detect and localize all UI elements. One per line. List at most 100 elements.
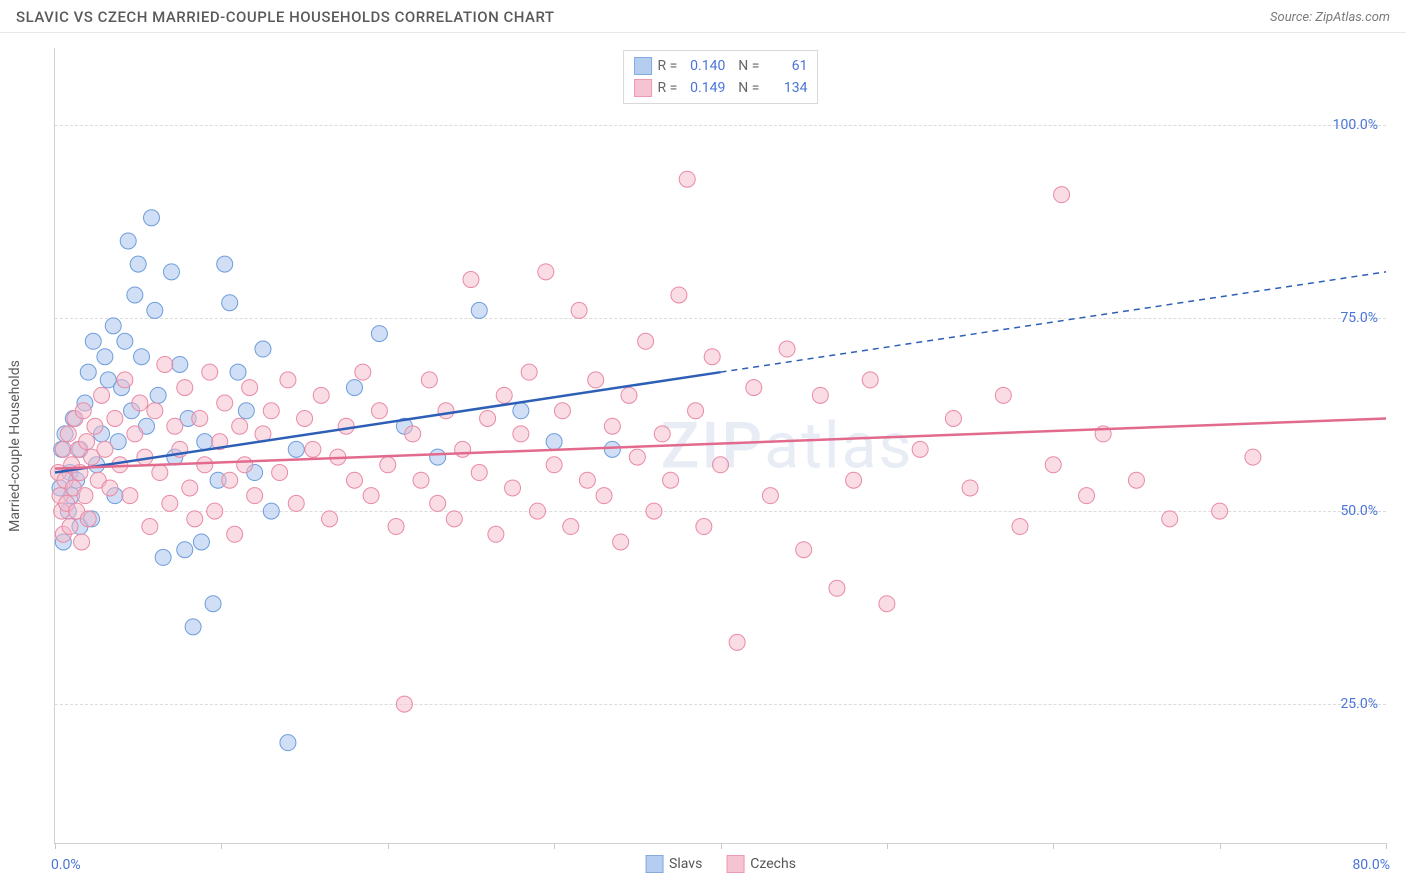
chart-title: SLAVIC VS CZECH MARRIED-COUPLE HOUSEHOLD… [16, 8, 555, 26]
data-point [488, 526, 504, 542]
slavs-swatch [634, 57, 652, 75]
data-point [1212, 503, 1228, 519]
data-point [546, 434, 562, 450]
data-point [945, 410, 961, 426]
data-point [1045, 457, 1061, 473]
data-point [396, 696, 412, 712]
data-point [297, 410, 313, 426]
data-point [79, 434, 95, 450]
data-point [122, 488, 138, 504]
slavs-r-value: 0.140 [683, 55, 725, 77]
data-point [629, 449, 645, 465]
data-point [97, 349, 113, 365]
chart-container: Married-couple Households 25.0%50.0%75.0… [0, 36, 1406, 892]
data-point [363, 488, 379, 504]
legend-item-czechs: Czechs [726, 855, 796, 873]
source-attribution: Source: ZipAtlas.com [1270, 10, 1390, 25]
data-point [346, 380, 362, 396]
data-point [117, 372, 133, 388]
data-point [177, 542, 193, 558]
data-point [172, 356, 188, 372]
data-point [80, 511, 96, 527]
data-point [163, 264, 179, 280]
data-point [102, 480, 118, 496]
data-point [513, 403, 529, 419]
data-point [1245, 449, 1261, 465]
r-label: R = [658, 55, 678, 77]
data-point [879, 596, 895, 612]
data-point [638, 333, 654, 349]
data-point [62, 519, 78, 535]
data-point [455, 441, 471, 457]
data-point [496, 387, 512, 403]
data-point [132, 395, 148, 411]
data-point [193, 534, 209, 550]
data-point [152, 465, 168, 481]
data-point [579, 472, 595, 488]
data-point [182, 480, 198, 496]
series-legend: Slavs Czechs [645, 855, 796, 873]
data-point [205, 596, 221, 612]
data-point [232, 418, 248, 434]
data-point [962, 480, 978, 496]
data-point [380, 457, 396, 473]
data-point [77, 488, 93, 504]
data-point [237, 457, 253, 473]
data-point [762, 488, 778, 504]
data-point [430, 495, 446, 511]
czechs-n-value: 134 [765, 77, 807, 99]
legend-row-slavs: R = 0.140 N = 61 [634, 55, 808, 77]
data-point [679, 171, 695, 187]
czechs-swatch [634, 79, 652, 97]
slavs-n-value: 61 [765, 55, 807, 77]
data-point [255, 341, 271, 357]
data-point [729, 634, 745, 650]
data-point [217, 256, 233, 272]
slavs-swatch-icon [645, 855, 663, 873]
data-point [1079, 488, 1095, 504]
data-point [355, 364, 371, 380]
data-point [142, 519, 158, 535]
data-point [313, 387, 329, 403]
data-point [995, 387, 1011, 403]
data-point [238, 403, 254, 419]
data-point [521, 364, 537, 380]
data-point [388, 519, 404, 535]
data-point [571, 302, 587, 318]
data-point [74, 534, 90, 550]
data-point [222, 472, 238, 488]
legend-item-slavs: Slavs [645, 855, 702, 873]
data-point [812, 387, 828, 403]
scatter-plot-svg [55, 48, 1386, 843]
data-point [157, 356, 173, 372]
data-point [604, 418, 620, 434]
data-point [127, 287, 143, 303]
data-point [421, 372, 437, 388]
data-point [185, 619, 201, 635]
data-point [529, 503, 545, 519]
data-point [588, 372, 604, 388]
data-point [430, 449, 446, 465]
data-point [613, 534, 629, 550]
data-point [305, 441, 321, 457]
data-point [746, 380, 762, 396]
data-point [538, 264, 554, 280]
data-point [322, 511, 338, 527]
data-point [202, 364, 218, 380]
data-point [696, 519, 712, 535]
data-point [371, 403, 387, 419]
data-point [217, 395, 233, 411]
data-point [143, 210, 159, 226]
data-point [187, 511, 203, 527]
data-point [134, 349, 150, 365]
data-point [120, 233, 136, 249]
data-point [713, 457, 729, 473]
y-axis-label: Married-couple Households [7, 360, 23, 532]
data-point [621, 387, 637, 403]
data-point [127, 426, 143, 442]
data-point [288, 495, 304, 511]
data-point [147, 403, 163, 419]
data-point [654, 426, 670, 442]
data-point [846, 472, 862, 488]
data-point [688, 403, 704, 419]
